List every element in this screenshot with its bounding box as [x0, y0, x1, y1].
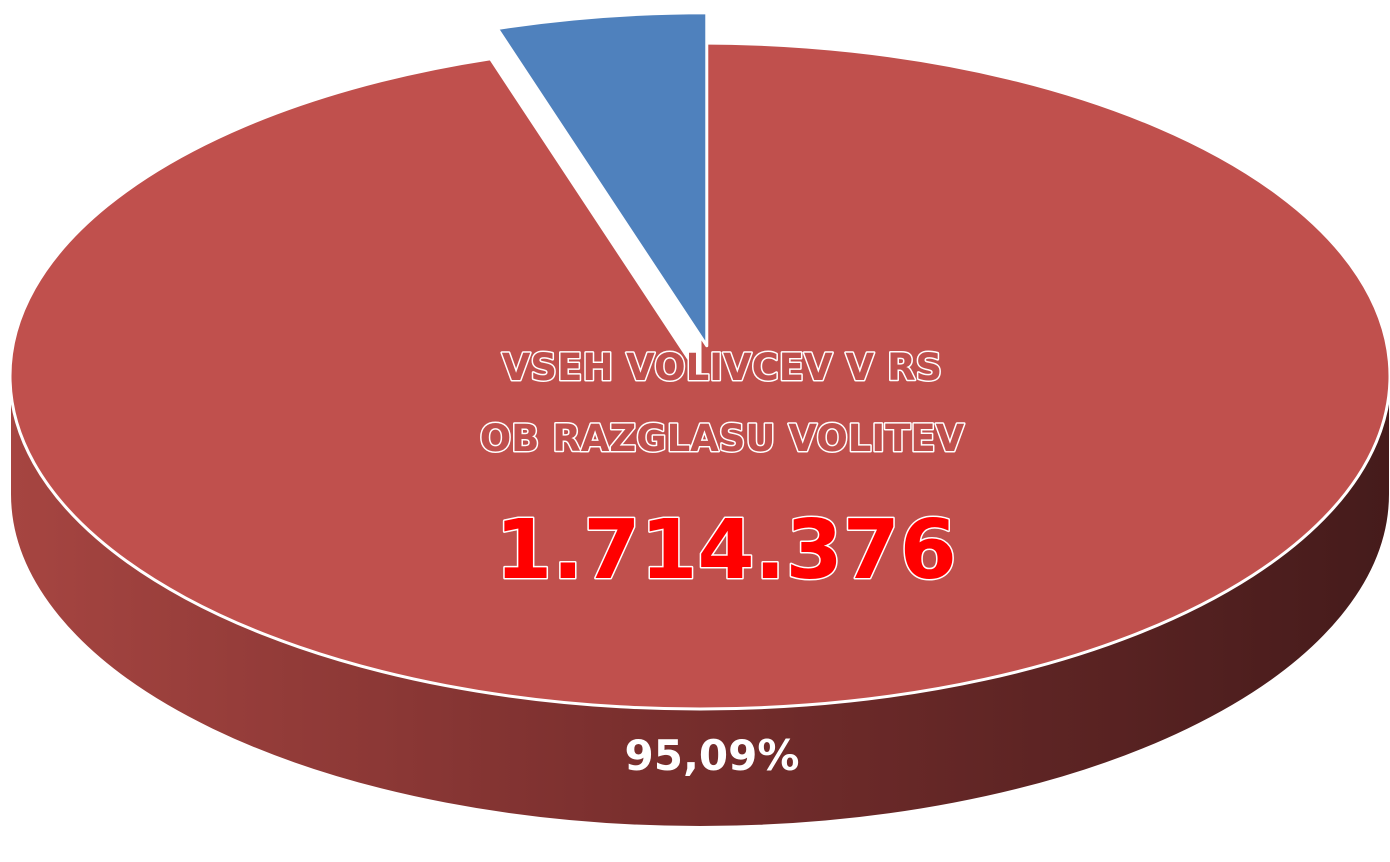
- slice-title-line-1: VSEH VOLIVCEV V RS: [502, 346, 942, 389]
- slice-label-group: VSEH VOLIVCEV V RS OB RAZGLASU VOLITEV 1…: [478, 345, 966, 781]
- slice-count-label: 1.714.376: [495, 503, 957, 598]
- slice-percent-label: 95,09%: [625, 731, 800, 780]
- slice-top-red: [8, 41, 1390, 711]
- pie-slices: [8, 11, 1390, 828]
- slice-top-blue: [495, 11, 709, 348]
- slice-title-line-2: OB RAZGLASU VOLITEV: [480, 417, 965, 460]
